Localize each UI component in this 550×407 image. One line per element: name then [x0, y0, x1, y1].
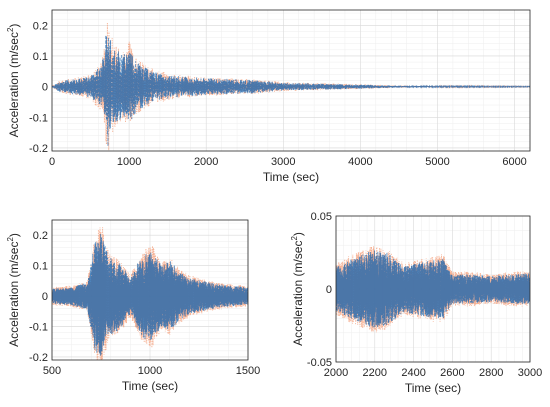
signal-group — [52, 227, 248, 360]
x-tick-label: 5000 — [425, 156, 449, 168]
y-tick-label: -0.1 — [29, 112, 48, 124]
y-axis-label: Acceleration (m/sec2) — [6, 233, 21, 347]
x-tick-label: 2200 — [363, 367, 387, 379]
y-tick-label: -0.05 — [307, 357, 332, 369]
signal-series-1 — [52, 35, 530, 147]
y-tick-label: 0 — [42, 291, 48, 303]
signal-series-1 — [336, 250, 530, 328]
y-axis-label: Acceleration (m/sec2) — [6, 24, 21, 138]
plot-frame — [51, 9, 531, 152]
y-axis-label: Acceleration (m/sec2) — [290, 232, 305, 346]
x-tick-label: 6000 — [502, 156, 526, 168]
signal-series-1 — [52, 234, 248, 356]
x-axis-label: Time (sec) — [405, 381, 461, 395]
y-tick-label: -0.2 — [29, 143, 48, 155]
y-tick-label: 0 — [326, 284, 332, 296]
x-tick-label: 1000 — [138, 365, 162, 377]
bottom-right-panel: 2000 2200 2400 2600 2800 3000 -0.05 0 0.05 Time (… — [290, 211, 542, 395]
signal-group — [336, 246, 530, 333]
x-axis-label: Time (sec) — [263, 170, 319, 184]
x-tick-label: 3000 — [518, 367, 542, 379]
x-tick-label: 2600 — [440, 367, 464, 379]
top-panel: 0 1000 2000 3000 4000 5000 6000 -0.2 -0.1 0 0.1 0.2… — [6, 9, 531, 184]
y-tick-label: 0.1 — [33, 261, 48, 273]
x-tick-label: 3000 — [271, 156, 295, 168]
y-tick-label: 0.1 — [33, 51, 48, 63]
y-tick-label: 0.2 — [33, 230, 48, 242]
x-tick-label: 0 — [49, 156, 55, 168]
x-tick-label: 2800 — [479, 367, 503, 379]
x-tick-label: 1000 — [117, 156, 141, 168]
plot-frame — [335, 215, 531, 363]
signal-group — [52, 23, 530, 151]
x-tick-label: 1500 — [236, 365, 260, 377]
bottom-left-panel: 500 1000 1500 -0.2 -0.1 0 0.1 0.2 Time (sec) Acce… — [6, 219, 260, 393]
x-tick-label: 2400 — [401, 367, 425, 379]
plot-frame — [51, 219, 249, 361]
x-tick-label: 500 — [43, 365, 61, 377]
x-tick-label: 2000 — [194, 156, 218, 168]
x-tick-label: 2000 — [324, 367, 348, 379]
y-tick-label: -0.1 — [29, 322, 48, 334]
y-tick-label: 0.2 — [33, 20, 48, 32]
y-tick-label: 0 — [42, 82, 48, 94]
y-tick-label: -0.2 — [29, 352, 48, 364]
x-axis-label: Time (sec) — [122, 379, 178, 393]
y-tick-label: 0.05 — [311, 211, 332, 223]
x-tick-label: 4000 — [348, 156, 372, 168]
